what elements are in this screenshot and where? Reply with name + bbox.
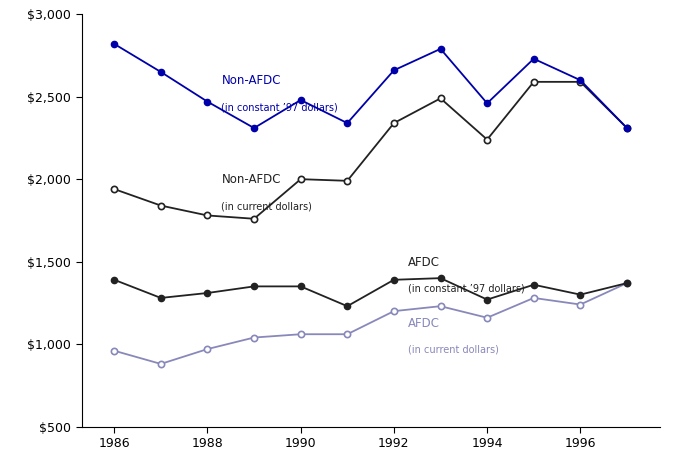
Text: (in constant ’97 dollars): (in constant ’97 dollars) (222, 102, 338, 112)
Text: (in constant ’97 dollars): (in constant ’97 dollars) (408, 283, 525, 293)
Text: AFDC: AFDC (408, 256, 440, 269)
Text: AFDC: AFDC (408, 317, 440, 330)
Text: Non-AFDC: Non-AFDC (222, 74, 281, 87)
Text: (in current dollars): (in current dollars) (222, 201, 312, 211)
Text: Non-AFDC: Non-AFDC (222, 173, 281, 186)
Text: (in current dollars): (in current dollars) (408, 344, 498, 354)
